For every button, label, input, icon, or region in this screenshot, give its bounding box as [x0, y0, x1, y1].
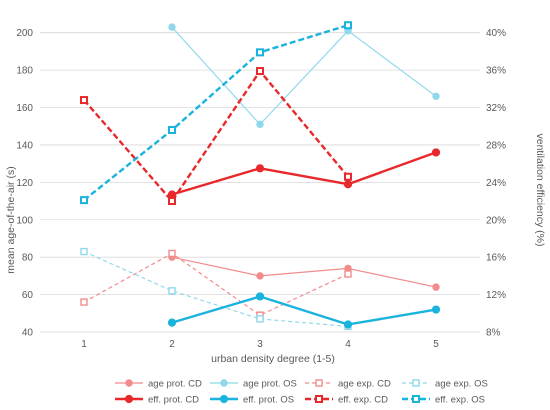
- data-point: [256, 67, 264, 76]
- series-age-exp-cd: [80, 249, 352, 319]
- x-axis-ticks: 1 2 3 4 5: [81, 339, 439, 350]
- series-eff-exp-cd: [80, 67, 352, 206]
- legend-swatch-marker: [219, 394, 229, 404]
- series-line: [83, 252, 349, 316]
- legend-label: eff. prot. OS: [243, 394, 294, 405]
- series-line: [83, 251, 349, 327]
- series-line: [83, 69, 349, 203]
- y2-axis-title: ventilation efficiency (%): [534, 133, 546, 246]
- data-point: [343, 320, 353, 329]
- x-tick-label: 3: [257, 339, 263, 350]
- series-line: [171, 256, 437, 288]
- y2-tick-label: 24%: [486, 178, 506, 189]
- x-tick-label: 4: [345, 339, 351, 350]
- x-tick-label: 2: [169, 339, 175, 350]
- y-tick-label: 160: [16, 103, 33, 114]
- legend: age prot. CD age prot. OS age exp. CD age e…: [115, 378, 488, 405]
- data-point: [256, 272, 264, 280]
- data-point: [80, 247, 88, 256]
- data-point: [256, 48, 264, 57]
- data-point: [255, 292, 265, 301]
- legend-swatch-marker: [315, 379, 323, 387]
- data-point: [168, 249, 176, 258]
- data-point: [256, 315, 264, 323]
- y2-tick-label: 16%: [486, 253, 506, 264]
- series-line: [83, 24, 349, 202]
- legend-item: age exp. OS: [402, 378, 488, 389]
- legend-label: age exp. OS: [435, 378, 488, 389]
- data-point: [256, 120, 264, 129]
- legend-label: eff. exp. OS: [435, 394, 485, 405]
- series-line: [171, 295, 437, 326]
- legend-label: age exp. CD: [338, 378, 391, 389]
- legend-swatch-marker: [124, 394, 134, 404]
- x-tick-label: 1: [81, 339, 87, 350]
- y2-tick-label: 36%: [486, 66, 506, 77]
- data-point: [344, 172, 352, 181]
- data-point: [344, 21, 352, 30]
- data-point: [344, 270, 352, 278]
- data-point: [343, 180, 353, 189]
- y-tick-label: 140: [16, 140, 33, 151]
- y-tick-label: 40: [22, 328, 34, 339]
- right-axis-ticks: 8% 12% 16% 20% 24% 28% 32% 36% 40%: [486, 28, 506, 338]
- series-eff-prot-os: [167, 292, 441, 329]
- data-point: [168, 197, 176, 206]
- series-age-exp-os: [80, 247, 352, 331]
- legend-item: age exp. CD: [305, 378, 391, 389]
- left-axis-ticks: 40 60 80 100 120 140 160 180 200: [16, 28, 33, 338]
- series-layer: [80, 21, 441, 331]
- legend-label: age prot. OS: [243, 378, 297, 389]
- y-tick-label: 100: [16, 215, 33, 226]
- legend-item: eff. exp. OS: [402, 394, 485, 405]
- legend-item: age prot. CD: [115, 378, 202, 389]
- legend-label: eff. prot. CD: [148, 394, 199, 405]
- y-axis-title: mean age-of-the-air (s): [5, 166, 17, 273]
- y2-tick-label: 28%: [486, 140, 506, 151]
- y-tick-label: 180: [16, 66, 33, 77]
- data-point: [255, 164, 265, 173]
- y-tick-label: 60: [22, 290, 34, 301]
- data-point: [431, 305, 441, 314]
- legend-item: eff. prot. CD: [115, 394, 199, 405]
- y2-tick-label: 8%: [486, 328, 501, 339]
- y-tick-label: 120: [16, 178, 33, 189]
- data-point: [80, 96, 88, 105]
- data-point: [432, 92, 440, 101]
- legend-item: eff. exp. CD: [305, 394, 388, 405]
- series-eff-exp-os: [80, 21, 352, 205]
- data-point: [168, 125, 176, 134]
- series-age-prot-cd: [168, 253, 440, 291]
- legend-item: age prot. OS: [210, 378, 297, 389]
- y-tick-label: 80: [22, 253, 34, 264]
- data-point: [80, 196, 88, 205]
- legend-label: eff. exp. CD: [338, 394, 388, 405]
- y2-tick-label: 12%: [486, 290, 506, 301]
- series-line: [171, 26, 437, 126]
- data-point: [168, 23, 176, 31]
- legend-swatch-marker: [220, 379, 228, 387]
- data-point: [431, 148, 441, 157]
- y-tick-label: 200: [16, 28, 33, 39]
- legend-item: eff. prot. OS: [210, 394, 294, 405]
- legend-swatch-marker: [412, 379, 420, 387]
- x-axis-title: urban density degree (1-5): [211, 353, 335, 365]
- series-line: [171, 151, 437, 196]
- legend-swatch-marker: [315, 395, 323, 403]
- data-point: [432, 283, 440, 291]
- data-point: [168, 287, 176, 295]
- legend-label: age prot. CD: [148, 378, 202, 389]
- x-tick-label: 5: [433, 339, 439, 350]
- y2-tick-label: 32%: [486, 103, 506, 114]
- data-point: [167, 318, 177, 327]
- legend-swatch-marker: [125, 379, 133, 387]
- series-eff-prot-cd: [167, 148, 441, 199]
- legend-swatch-marker: [412, 395, 420, 403]
- y2-tick-label: 40%: [486, 28, 506, 39]
- y2-tick-label: 20%: [486, 215, 506, 226]
- gridlines: [40, 32, 480, 333]
- data-point: [80, 298, 88, 306]
